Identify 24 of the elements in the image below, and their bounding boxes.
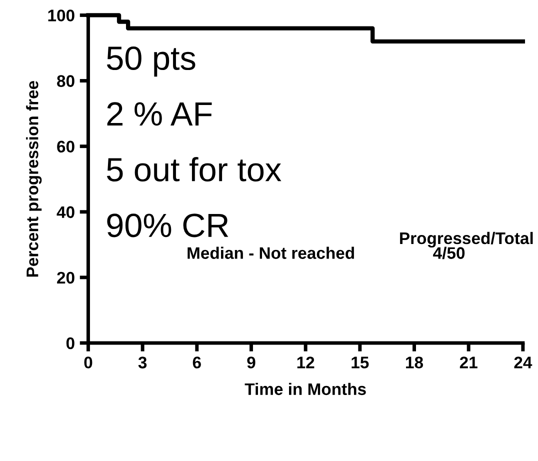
x-axis-title: Time in Months: [244, 382, 366, 396]
annotation: 50 pts: [106, 46, 196, 77]
annotation: Progressed/Total: [400, 232, 533, 248]
y-axis-title: Percent progression free: [26, 81, 42, 277]
x-tick-label: 3: [138, 356, 147, 368]
x-tick-label: 18: [406, 356, 424, 368]
x-tick-label: 15: [352, 356, 369, 368]
y-tick-label: 40: [56, 206, 74, 218]
annotation: Median - Not reached: [188, 246, 354, 259]
x-tick-label: 12: [297, 356, 314, 368]
x-tick-label: 21: [460, 356, 478, 368]
y-tick-label: 100: [48, 10, 74, 22]
x-tick-label: 6: [192, 356, 201, 368]
y-tick-label: 60: [57, 140, 74, 153]
y-tick-label: 80: [57, 75, 74, 87]
annotation: 4/50: [433, 246, 465, 260]
y-tick-label: 0: [66, 337, 74, 350]
x-tick-label: 24: [514, 356, 532, 368]
x-tick-label: 0: [84, 356, 92, 368]
x-tick-label: 9: [247, 356, 256, 368]
annotation: 5 out for tox: [106, 157, 282, 182]
y-tick-label: 20: [57, 272, 74, 284]
annotation: 2 % AF: [107, 102, 212, 126]
annotation: 90% CR: [107, 214, 228, 238]
